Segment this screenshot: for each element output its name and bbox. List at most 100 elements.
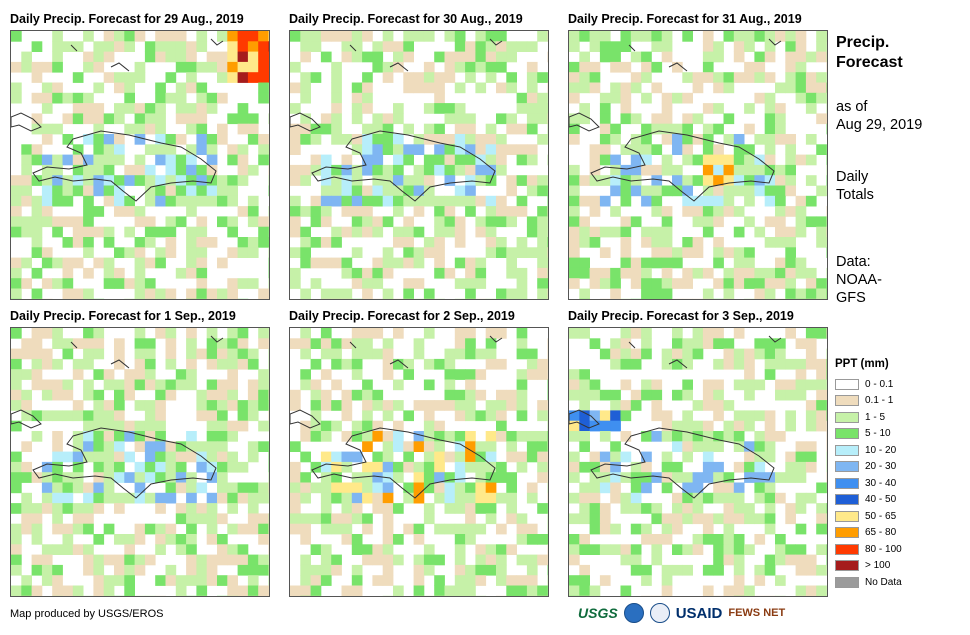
precip-cell (351, 544, 363, 555)
precip-cell (630, 278, 642, 289)
precip-cell (641, 237, 652, 248)
precip-cell (599, 472, 611, 483)
precip-cell (93, 206, 105, 217)
precip-cell (516, 328, 528, 339)
precip-cell (372, 554, 384, 566)
precip-cell (403, 441, 414, 452)
precip-cell (589, 503, 601, 514)
precip-cell (52, 216, 63, 228)
precip-cell (83, 554, 94, 566)
precip-cell (11, 328, 22, 339)
precip-cell (351, 82, 363, 94)
precip-cell (641, 154, 652, 166)
precip-cell (186, 492, 197, 504)
legend-label: 30 - 40 (865, 477, 897, 489)
precip-cell (362, 216, 373, 228)
precip-cell (785, 41, 796, 52)
precip-cell (175, 41, 187, 52)
precip-cell (331, 82, 342, 94)
precip-cell (569, 72, 580, 83)
precip-cell (805, 72, 817, 83)
precip-cell (72, 461, 84, 473)
precip-cell (165, 358, 177, 370)
precip-cell (310, 31, 322, 42)
legend-label: 40 - 50 (865, 494, 897, 506)
precip-cell (610, 288, 621, 299)
precip-cell (764, 554, 776, 566)
precip-cell (805, 103, 817, 114)
precip-cell (413, 164, 425, 176)
precip-cell (702, 41, 714, 52)
precip-cell (672, 544, 683, 555)
precip-cell (382, 492, 394, 504)
precip-cell (423, 461, 435, 473)
precip-cell (816, 41, 827, 52)
map-panel-3 (568, 30, 828, 300)
precip-cell (72, 523, 84, 535)
precip-cell (155, 226, 166, 238)
precip-cell (465, 575, 476, 586)
precip-cell (320, 544, 332, 555)
precip-cell (723, 164, 735, 176)
precip-cell (237, 72, 249, 83)
as-of-label: as of (836, 99, 868, 115)
precip-cell (516, 267, 528, 279)
precip-cell (672, 503, 683, 514)
precip-cell (331, 451, 342, 463)
precip-cell (444, 226, 456, 238)
precip-cell (537, 103, 548, 114)
precip-cell (795, 564, 807, 576)
precip-cell (268, 358, 269, 370)
precip-cell (672, 278, 683, 289)
precip-cell (41, 328, 53, 339)
precip-cell (599, 348, 611, 360)
precip-cell (702, 267, 714, 279)
precip-cell (341, 400, 353, 411)
precip-cell (258, 31, 269, 42)
precip-cell (93, 410, 105, 422)
precip-cell (320, 123, 332, 135)
precip-cell (775, 226, 786, 238)
precip-cell (341, 451, 353, 463)
precip-cell (258, 369, 269, 380)
precip-cell (300, 575, 311, 586)
precip-cell (785, 257, 796, 269)
precip-cell (351, 534, 363, 545)
precip-cell (547, 441, 548, 452)
precip-cell (744, 164, 755, 176)
precip-cell (754, 92, 766, 104)
precip-cell (52, 441, 63, 452)
precip-cell (114, 379, 125, 391)
precip-cell (11, 472, 22, 483)
precip-cell (526, 216, 538, 228)
precip-cell (496, 61, 507, 73)
precip-cell (372, 257, 384, 269)
legend-item: 50 - 65 (835, 508, 902, 525)
precip-cell (186, 431, 197, 442)
precip-cell (165, 154, 177, 166)
precip-cell (641, 144, 652, 155)
precip-cell (310, 216, 322, 228)
precip-cell (475, 564, 487, 576)
precip-cell (134, 123, 146, 135)
precip-cell (506, 113, 517, 125)
precip-cell (569, 451, 580, 463)
precip-cell (775, 492, 786, 504)
precip-cell (496, 164, 507, 176)
precip-cell (641, 534, 652, 545)
precip-cell (403, 288, 414, 299)
precip-cell (764, 41, 776, 52)
precip-cell (72, 237, 84, 248)
precip-cell (630, 523, 642, 535)
precip-cell (310, 585, 322, 596)
precip-cell (641, 575, 652, 586)
precip-cell (723, 31, 735, 42)
precip-cell (444, 113, 456, 125)
precip-cell (268, 348, 269, 360)
precip-cell (805, 195, 817, 207)
precip-cell (258, 61, 269, 73)
precip-cell (795, 61, 807, 73)
precip-cell (682, 513, 693, 525)
precip-cell (589, 461, 601, 473)
precip-cell (805, 379, 817, 391)
